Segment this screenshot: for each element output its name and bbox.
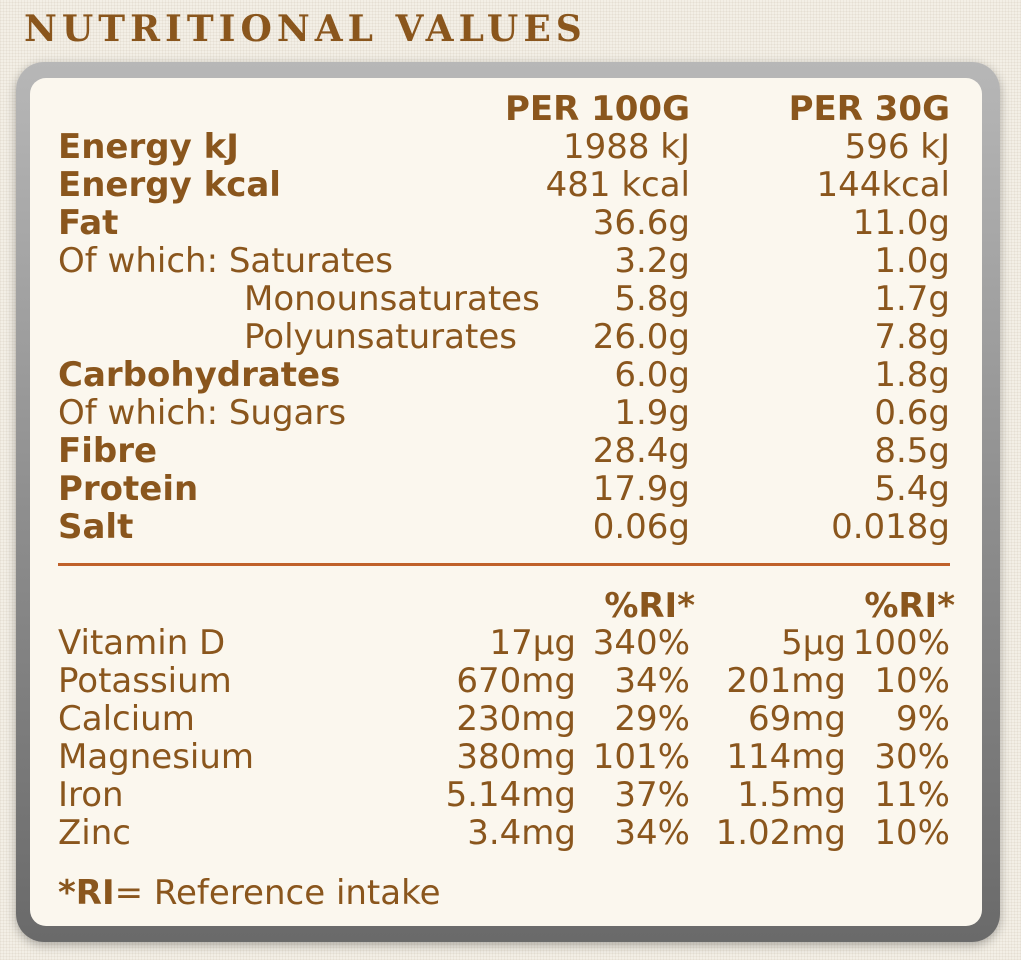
vitamin-ri-100-iron: 37% [614,775,690,815]
vitamin-amount-30-calcium: 69mg [748,699,846,739]
vitamin-ri-100-potassium: 34% [614,661,690,701]
row-value-30-fibre: 8.5g [874,431,950,471]
row-value-100-protein: 17.9g [592,469,690,509]
vitamin-label-calcium: Calcium [58,699,195,739]
row-value-30-polyunsaturates: 7.8g [874,317,950,357]
vitamin-amount-100-calcium: 230mg [456,699,576,739]
header-per-30g: PER 30G [788,89,950,129]
vitamin-amount-30-vitamin-d: 5µg [781,623,846,663]
vitamin-amount-100-zinc: 3.4mg [467,813,576,853]
row-label-saturates: Of which: Saturates [58,241,393,281]
vitamin-ri-30-vitamin-d: 100% [852,623,950,663]
vitamin-amount-100-potassium: 670mg [456,661,576,701]
row-label-fibre: Fibre [58,431,158,471]
header-per-100g: PER 100G [504,89,690,129]
row-label-monounsaturates: Monounsaturates [244,279,540,319]
vitamin-amount-100-vitamin-d: 17µg [489,623,576,663]
section-divider [58,563,950,566]
row-value-30-energy-kj: 596 kJ [844,127,950,167]
row-value-30-monounsaturates: 1.7g [874,279,950,319]
vitamin-amount-100-magnesium: 380mg [456,737,576,777]
row-label-carbohydrates: Carbohydrates [58,355,341,395]
vitamin-amount-30-magnesium: 114mg [726,737,846,777]
vitamin-ri-30-zinc: 10% [874,813,950,853]
row-label-energy-kj: Energy kJ [58,127,239,167]
vitamin-label-potassium: Potassium [58,661,232,701]
row-label-sugars: Of which: Sugars [58,393,347,433]
row-value-100-energy-kcal: 481 kcal [545,165,690,205]
row-label-fat: Fat [58,203,119,243]
row-value-100-monounsaturates: 5.8g [614,279,690,319]
vitamin-label-iron: Iron [58,775,124,815]
row-value-100-saturates: 3.2g [614,241,690,281]
vitamin-amount-100-iron: 5.14mg [445,775,576,815]
row-label-polyunsaturates: Polyunsaturates [244,317,517,357]
row-value-30-fat: 11.0g [852,203,950,243]
vitamin-ri-30-iron: 11% [874,775,950,815]
row-value-30-carbohydrates: 1.8g [874,355,950,395]
footnote-key: *RI [58,873,115,913]
ri-header-per-30g: %RI* [864,586,955,626]
row-value-30-sugars: 0.6g [874,393,950,433]
row-value-30-saturates: 1.0g [874,241,950,281]
vitamin-amount-30-potassium: 201mg [726,661,846,701]
row-value-30-salt: 0.018g [831,507,950,547]
ri-header-per-100g: %RI* [604,586,695,626]
vitamin-ri-30-calcium: 9% [896,699,950,739]
vitamin-label-vitamin-d: Vitamin D [58,623,226,663]
row-value-100-carbohydrates: 6.0g [614,355,690,395]
vitamin-label-magnesium: Magnesium [58,737,255,777]
row-label-protein: Protein [58,469,199,509]
row-value-100-polyunsaturates: 26.0g [592,317,690,357]
vitamin-ri-100-calcium: 29% [614,699,690,739]
row-value-100-salt: 0.06g [592,507,690,547]
vitamin-ri-30-magnesium: 30% [874,737,950,777]
row-value-30-protein: 5.4g [874,469,950,509]
row-value-100-fibre: 28.4g [592,431,690,471]
vitamin-ri-100-vitamin-d: 340% [592,623,690,663]
row-value-30-energy-kcal: 144kcal [816,165,950,205]
page-title: NUTRITIONAL VALUES [24,8,587,50]
vitamin-label-zinc: Zinc [58,813,131,853]
footnote: *RI= Reference intake [58,876,441,910]
vitamin-ri-30-potassium: 10% [874,661,950,701]
row-label-energy-kcal: Energy kcal [58,165,281,205]
row-value-100-fat: 36.6g [592,203,690,243]
vitamin-ri-100-zinc: 34% [614,813,690,853]
footnote-text: = Reference intake [114,873,441,913]
row-value-100-energy-kj: 1988 kJ [562,127,690,167]
row-label-salt: Salt [58,507,134,547]
vitamin-amount-30-iron: 1.5mg [737,775,846,815]
nutrition-card [30,78,982,926]
row-value-100-sugars: 1.9g [614,393,690,433]
vitamin-ri-100-magnesium: 101% [592,737,690,777]
vitamin-amount-30-zinc: 1.02mg [715,813,846,853]
